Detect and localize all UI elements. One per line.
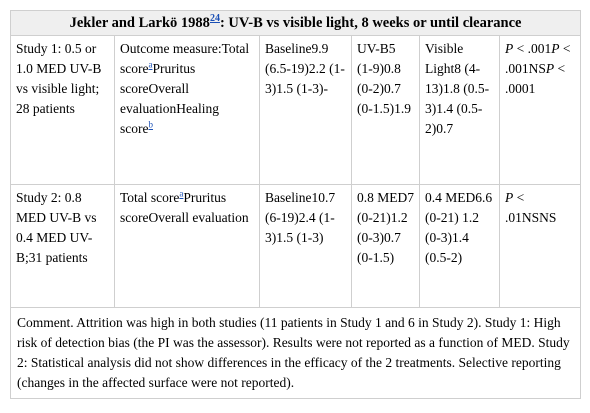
p-symbol: P <box>551 41 560 56</box>
table-title: Jekler and Larkö 198824: UV-B vs visible… <box>9 10 582 36</box>
p-value-cell: P < .001P < .001NSP < .0001 <box>498 35 582 185</box>
p-value: < .001 <box>513 41 552 56</box>
p-value: < .001NS <box>505 41 571 76</box>
study-results-table: Jekler and Larkö 198824: UV-B vs visible… <box>9 10 582 399</box>
p-symbol: P <box>505 41 514 56</box>
visible-light-cell: Visible Light8 (4-13)1.8 (0.5-3)1.4 (0.5… <box>419 35 500 185</box>
p-symbol: P <box>545 61 555 76</box>
p-value: < .01NSNS <box>505 190 557 225</box>
uvb-cell: UV-B5 (1-9)0.8 (0-2)0.7 (0-1.5)1.9 <box>351 35 420 185</box>
comment-row: Comment. Attrition was high in both stud… <box>9 307 582 399</box>
footnote-link-a[interactable]: a <box>179 188 184 199</box>
low-dose-cell: 0.4 MED6.6 (0-21) 1.2 (0-3)1.4 (0.5-2) <box>419 184 500 308</box>
table-header-row: Jekler and Larkö 198824: UV-B vs visible… <box>9 10 582 36</box>
comment-cell: Comment. Attrition was high in both stud… <box>9 307 582 399</box>
footnote-link-a[interactable]: a <box>148 59 153 70</box>
table-row: Study 2: 0.8 MED UV-B vs 0.4 MED UV-B;31… <box>10 184 582 308</box>
study-cell: Study 2: 0.8 MED UV-B vs 0.4 MED UV-B;31… <box>10 184 115 308</box>
p-symbol: P <box>505 190 514 205</box>
title-authors: Jekler and Larkö 1988 <box>69 15 210 31</box>
outcome-text: Outcome measure:Total score <box>120 41 250 76</box>
outcome-text: Pruritus scoreOverall evaluationHealing … <box>120 61 219 136</box>
baseline-cell: Baseline10.7 (6-19)2.4 (1-3)1.5 (1-3) <box>259 184 352 308</box>
outcome-cell: Total scoreaPruritus scoreOverall evalua… <box>114 184 260 308</box>
p-value: < .0001 <box>505 61 566 96</box>
table-row: Study 1: 0.5 or 1.0 MED UV-B vs visible … <box>10 35 582 185</box>
title-description: : UV-B vs visible light, 8 weeks or unti… <box>219 15 522 31</box>
p-value-cell: P < .01NSNS <box>498 184 582 308</box>
baseline-cell: Baseline9.9 (6.5-19)2.2 (1-3)1.5 (1-3)- <box>259 35 352 185</box>
outcome-cell: Outcome measure:Total scoreaPruritus sco… <box>114 35 260 185</box>
outcome-text: Pruritus scoreOverall evaluation <box>120 190 249 225</box>
reference-link-24[interactable]: 24 <box>209 13 220 25</box>
results-table-container: Jekler and Larkö 198824: UV-B vs visible… <box>9 10 582 399</box>
outcome-text: Total score <box>120 190 180 205</box>
footnote-link-b[interactable]: b <box>148 119 153 130</box>
high-dose-cell: 0.8 MED7 (0-21)1.2 (0-3)0.7 (0-1.5) <box>351 184 420 308</box>
study-cell: Study 1: 0.5 or 1.0 MED UV-B vs visible … <box>10 35 115 185</box>
